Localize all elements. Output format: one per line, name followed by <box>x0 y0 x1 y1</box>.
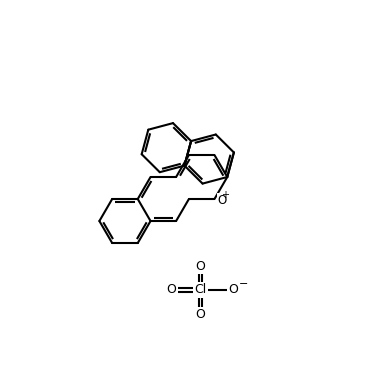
Text: O: O <box>196 308 205 321</box>
Text: O: O <box>166 283 176 296</box>
Text: −: − <box>238 279 248 289</box>
Text: Cl: Cl <box>194 283 207 296</box>
Text: O: O <box>228 283 238 296</box>
Text: O: O <box>196 260 205 272</box>
Text: O: O <box>217 194 227 207</box>
Text: +: + <box>221 190 230 200</box>
